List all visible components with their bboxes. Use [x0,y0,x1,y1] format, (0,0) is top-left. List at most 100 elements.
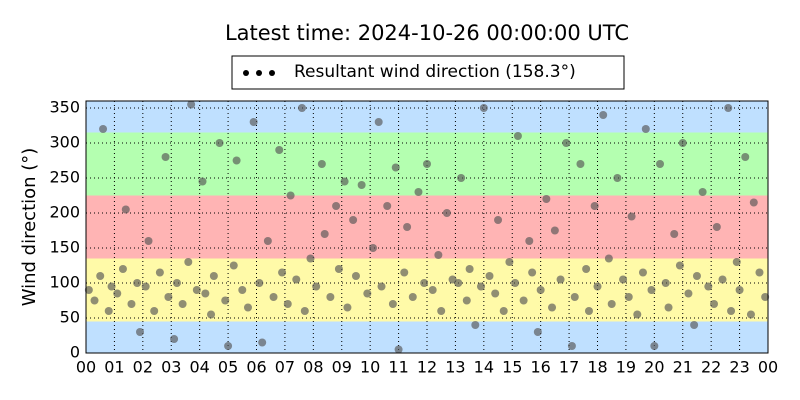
data-point [400,268,409,277]
data-point [224,342,233,350]
data-point [533,328,542,336]
data-point [511,279,520,287]
data-point [442,209,451,217]
data-point [633,310,642,319]
data-point [141,282,150,291]
y-tick-label: 300 [49,133,80,152]
data-point [548,303,557,312]
data-point [749,198,758,207]
data-point [238,286,247,294]
x-tick-label: 07 [275,358,295,377]
legend-box [231,55,625,90]
data-point [300,307,309,315]
data-point [437,307,446,315]
x-tick-label: 16 [530,358,550,377]
x-tick-label: 00 [758,358,778,377]
data-point [118,265,127,273]
x-tick-label: 19 [616,358,636,377]
x-tick-label: 09 [332,358,352,377]
data-point [351,272,360,280]
data-point [414,188,423,196]
data-point [320,230,329,238]
data-point [306,254,315,263]
data-point [528,268,537,277]
data-point [349,216,358,224]
data-point [420,279,429,287]
data-point [155,268,164,277]
x-tick-label: 23 [729,358,749,377]
data-point [374,118,383,126]
data-point [292,275,301,284]
data-point [491,289,500,298]
data-point [343,303,352,312]
data-point [727,307,736,315]
data-point [678,139,687,147]
data-point [317,160,326,168]
data-point [476,282,485,291]
data-point [192,286,201,294]
data-point [84,286,93,294]
chart-title: Latest time: 2024-10-26 00:00:00 UTC [225,21,629,45]
data-point [746,310,755,319]
data-point [698,188,707,196]
data-point [232,156,241,165]
data-point [283,300,292,308]
x-tick-label: 06 [246,358,266,377]
data-point [229,261,238,270]
data-point [582,265,591,273]
data-point [363,289,372,298]
data-point [638,268,647,277]
y-tick-label: 150 [49,238,80,257]
data-point [741,153,750,161]
data-point [479,104,488,112]
data-point [664,303,673,312]
data-point [712,223,721,231]
data-point [576,160,585,168]
data-point [570,293,579,301]
x-tick-label: 12 [417,358,437,377]
data-point [542,195,551,203]
data-point [133,279,142,287]
data-point [113,289,122,298]
data-point [275,146,284,154]
data-point [735,286,744,294]
data-point [434,251,443,259]
x-tick-label: 17 [559,358,579,377]
y-tick-label: 200 [49,203,80,222]
data-point [471,321,480,329]
x-tick-label: 18 [587,358,607,377]
data-point [258,338,267,347]
legend-marker [256,70,262,76]
data-point [423,160,431,168]
data-point [647,286,656,294]
data-point [278,268,287,277]
x-tick-label: 00 [76,358,96,377]
data-point [567,342,576,350]
x-tick-label: 21 [673,358,693,377]
data-point [221,296,230,305]
data-point [269,293,278,301]
data-point [172,279,181,287]
data-point [513,132,522,140]
x-tick-label: 08 [303,358,323,377]
y-tick-label: 100 [49,273,80,292]
x-tick-label: 04 [189,358,209,377]
data-point [692,272,701,280]
data-point [519,296,528,305]
data-point [599,111,608,119]
y-tick-label: 50 [60,308,80,327]
y-tick-label: 350 [49,98,80,117]
data-point [465,265,474,273]
data-point [121,205,130,214]
data-point [627,212,636,221]
data-point [457,174,466,182]
x-tick-label: 20 [644,358,664,377]
data-point [761,293,770,301]
data-point [164,293,173,301]
data-point [207,310,216,319]
x-tick-label: 05 [218,358,238,377]
band [86,101,768,133]
x-tick-label: 13 [445,358,465,377]
legend-marker [243,70,249,76]
